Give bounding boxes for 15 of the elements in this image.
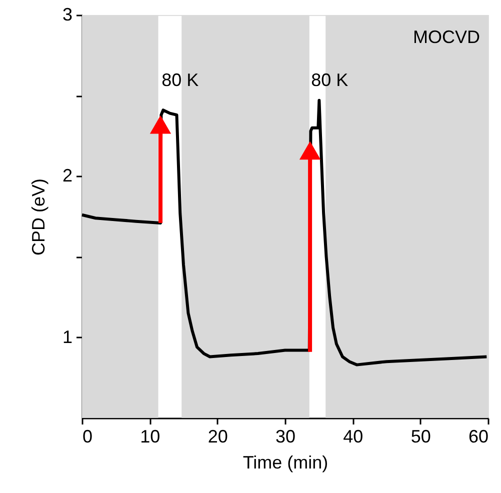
x-tick-label: 20 <box>208 426 228 446</box>
annotation: 80 K <box>162 70 199 90</box>
annotation: 80 K <box>311 70 348 90</box>
y-tick-label: 1 <box>62 326 72 347</box>
x-tick-label: 50 <box>410 426 431 446</box>
x-tick-label: 60 <box>468 426 488 446</box>
y-tick-label: 3 <box>62 4 72 24</box>
x-tick-label: 0 <box>82 426 93 446</box>
x-tick-label: 30 <box>275 426 296 446</box>
annotation: MOCVD <box>413 27 480 47</box>
x-tick-label: 10 <box>140 426 160 446</box>
x-axis-title: Time (min) <box>242 452 328 472</box>
x-tick-label: 40 <box>343 426 364 446</box>
y-axis-title: CPD (eV) <box>28 178 48 256</box>
y-tick-label: 2 <box>62 166 72 186</box>
